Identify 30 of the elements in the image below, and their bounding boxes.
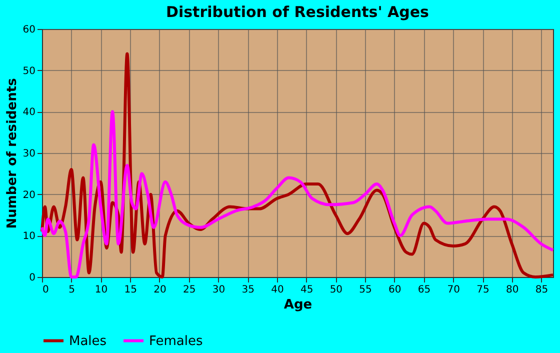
x-tick-label: 40 [271, 284, 284, 296]
legend-label: Females [149, 334, 204, 349]
x-tick-label: 45 [300, 284, 314, 296]
x-tick-label: 15 [124, 284, 137, 296]
y-tick-label: 10 [22, 231, 36, 242]
x-tick-label: 10 [94, 284, 108, 296]
x-tick-label: 75 [476, 284, 490, 296]
x-tick-label: 50 [330, 284, 343, 296]
x-axis-title: Age [284, 298, 312, 312]
y-tick-label: 20 [22, 190, 36, 201]
x-tick-label: 25 [182, 284, 196, 296]
x-tick-label: 35 [242, 284, 254, 296]
x-tick-label: 5 [68, 284, 76, 296]
x-tick-label: 0 [42, 284, 49, 296]
x-tick-label: 70 [447, 284, 460, 296]
y-tick-label: 40 [22, 107, 36, 118]
x-tick-label: 20 [154, 284, 166, 296]
x-tick-label: 30 [212, 284, 226, 296]
x-tick-label: 65 [418, 284, 431, 296]
chart-title: Distribution of Residents' Ages [166, 3, 430, 21]
legend-label: Males [69, 334, 107, 349]
x-tick-label: 85 [535, 284, 548, 296]
y-tick-label: 60 [22, 24, 36, 36]
y-tick-label: 50 [22, 66, 36, 77]
y-tick-label: 0 [29, 272, 36, 284]
x-tick-label: 80 [506, 284, 519, 296]
x-tick-label: 60 [388, 284, 402, 296]
x-tick-label: 55 [359, 284, 372, 296]
y-axis-title: Number of residents [4, 78, 20, 229]
y-tick-label: 30 [22, 148, 36, 160]
